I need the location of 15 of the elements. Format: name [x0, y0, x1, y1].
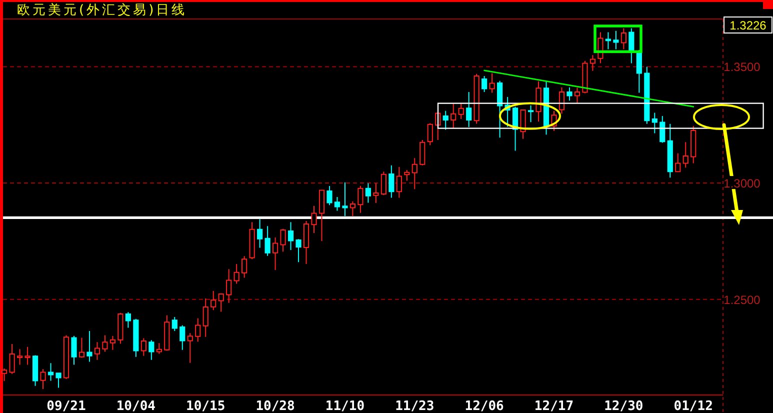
x-tick-label: 12/30 — [604, 399, 644, 413]
x-tick-label: 10/15 — [186, 399, 226, 413]
x-tick-label: 10/04 — [116, 399, 156, 413]
text: 1.3226 — [730, 18, 767, 32]
y-tick-label: 1.3000 — [724, 176, 761, 191]
x-tick-label: 12/06 — [464, 399, 504, 413]
chart-title: 欧元美元(外汇交易)日线 — [17, 2, 188, 18]
x-tick-label: 12/17 — [534, 399, 574, 413]
x-tick-label: 10/28 — [256, 399, 296, 413]
x-tick-label: 11/23 — [395, 399, 434, 413]
x-tick-label: 09/21 — [46, 399, 86, 413]
y-tick-label: 1.2500 — [724, 292, 761, 307]
y-tick-label: 1.3500 — [724, 60, 761, 74]
x-tick-label: 01/12 — [674, 399, 713, 413]
x-tick-label: 11/10 — [325, 399, 365, 413]
